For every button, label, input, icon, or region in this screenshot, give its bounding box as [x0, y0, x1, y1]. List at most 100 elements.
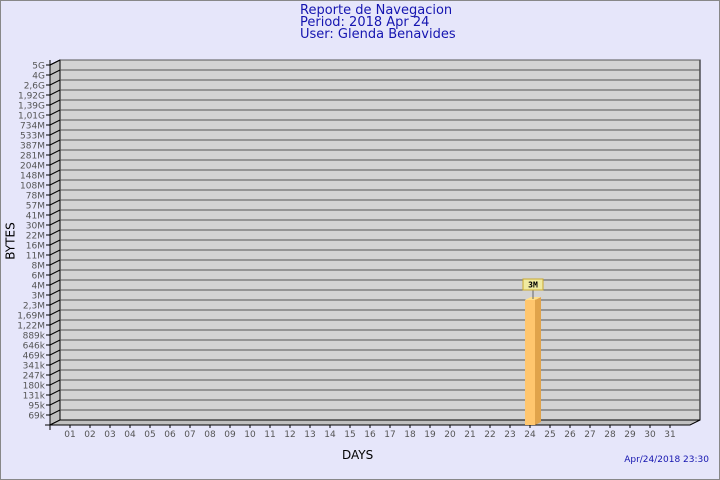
y-tick-skew	[49, 269, 61, 276]
y-tick-label: 6M	[32, 272, 46, 282]
timestamp: Apr/24/2018 23:30	[624, 455, 709, 465]
bar-day-24	[525, 300, 535, 425]
y-tick-label: 5G	[32, 62, 45, 72]
x-tick-label: 22	[484, 430, 495, 440]
x-tick-label: 18	[404, 430, 416, 440]
y-tick-label: 646k	[23, 342, 46, 352]
y-tick-label: 69k	[28, 412, 45, 422]
y-tick-label: 2,6G	[24, 82, 45, 92]
x-tick-label: 24	[524, 430, 536, 440]
data-label-box	[522, 278, 544, 291]
y-tick-skew	[49, 369, 61, 376]
y-tick-skew	[49, 169, 61, 176]
x-tick-label: 19	[424, 430, 436, 440]
x-tick-label: 28	[604, 430, 616, 440]
y-tick-skew	[49, 309, 61, 316]
y-tick-skew	[49, 139, 61, 146]
y-tick-skew	[49, 189, 61, 196]
y-tick-label: 3M	[32, 292, 46, 302]
y-tick-skew	[49, 339, 61, 346]
y-tick-label: 57M	[26, 202, 45, 212]
floor	[49, 419, 701, 426]
x-tick-label: 10	[244, 430, 256, 440]
x-tick-label: 20	[444, 430, 456, 440]
x-tick-label: 13	[304, 430, 315, 440]
data-label: 3M	[528, 281, 538, 290]
y-tick-skew	[49, 119, 61, 126]
y-tick-label: 204M	[20, 162, 45, 172]
y-tick-skew	[49, 219, 61, 226]
y-tick-skew	[49, 79, 61, 86]
x-axis-label: DAYS	[342, 448, 374, 462]
y-tick-skew	[49, 179, 61, 186]
y-tick-skew	[49, 399, 61, 406]
x-tick-label: 15	[344, 430, 355, 440]
y-tick-label: 8M	[32, 262, 46, 272]
y-tick-skew	[49, 259, 61, 266]
y-tick-label: 131k	[23, 392, 46, 402]
y-tick-skew	[49, 59, 61, 66]
x-tick-label: 02	[84, 430, 95, 440]
y-tick-skew	[49, 229, 61, 236]
x-tick-label: 29	[624, 430, 636, 440]
y-tick-skew	[49, 319, 61, 326]
y-tick-label: 889k	[23, 332, 46, 342]
x-tick-label: 14	[324, 430, 336, 440]
y-tick-label: 341k	[23, 362, 46, 372]
y-tick-skew	[49, 149, 61, 156]
y-tick-label: 1,01G	[18, 112, 45, 122]
y-tick-skew	[49, 249, 61, 256]
chart-period: Period: 2018 Apr 24	[300, 15, 430, 30]
x-tick-label: 08	[204, 430, 216, 440]
y-tick-label: 41M	[26, 212, 45, 222]
y-tick-skew	[49, 209, 61, 216]
y-tick-skew	[49, 409, 61, 416]
y-tick-skew	[49, 379, 61, 386]
y-tick-skew	[49, 329, 61, 336]
y-tick-label: 11M	[26, 252, 45, 262]
y-tick-label: 108M	[20, 182, 45, 192]
y-tick-label: 533M	[20, 132, 45, 142]
chart-user: User: Glenda Benavides	[300, 27, 456, 42]
y-tick-label: 95k	[28, 402, 45, 412]
x-tick-label: 23	[504, 430, 515, 440]
x-tick-label: 11	[264, 430, 275, 440]
y-tick-label: 247k	[23, 372, 46, 382]
y-tick-skew	[49, 69, 61, 76]
x-tick-label: 27	[584, 430, 595, 440]
y-tick-label: 22M	[26, 232, 45, 242]
y-tick-skew	[49, 349, 61, 356]
chart-title: Reporte de Navegacion	[300, 3, 453, 18]
y-tick-skew	[49, 299, 61, 306]
y-tick-skew	[49, 129, 61, 136]
y-tick-skew	[49, 239, 61, 246]
y-tick-label: 1,22M	[17, 322, 45, 332]
y-tick-label: 1,39G	[18, 102, 45, 112]
x-tick-label: 30	[644, 430, 656, 440]
y-tick-skew	[49, 359, 61, 366]
y-tick-label: 30M	[26, 222, 45, 232]
y-tick-skew	[49, 159, 61, 166]
y-tick-skew	[49, 89, 61, 96]
x-tick-label: 16	[364, 430, 376, 440]
x-tick-label: 05	[144, 430, 155, 440]
y-tick-label: 148M	[20, 172, 45, 182]
y-tick-label: 16M	[26, 242, 45, 252]
x-tick-label: 17	[384, 430, 395, 440]
bar-side	[535, 297, 541, 425]
x-tick-label: 25	[544, 430, 555, 440]
x-tick-label: 26	[564, 430, 576, 440]
y-tick-label: 469k	[23, 352, 46, 362]
y-tick-skew	[49, 99, 61, 106]
y-tick-skew	[49, 289, 61, 296]
x-tick-label: 01	[64, 430, 75, 440]
x-tick-label: 12	[284, 430, 295, 440]
y-tick-skew	[49, 109, 61, 116]
y-tick-label: 4M	[32, 282, 46, 292]
x-tick-label: 06	[164, 430, 176, 440]
y-tick-skew	[49, 389, 61, 396]
y-tick-label: 2,3M	[23, 302, 45, 312]
y-tick-label: 180k	[23, 382, 46, 392]
y-tick-label: 4G	[32, 72, 45, 82]
